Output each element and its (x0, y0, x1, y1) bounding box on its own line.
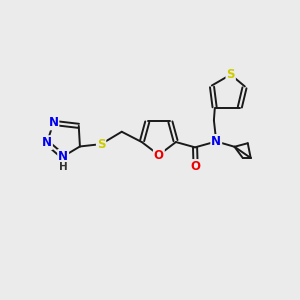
Text: N: N (42, 136, 52, 149)
Text: H: H (59, 162, 68, 172)
Text: N: N (211, 135, 221, 148)
Text: N: N (48, 116, 59, 129)
Text: O: O (154, 148, 164, 161)
Text: S: S (97, 138, 105, 151)
Text: S: S (226, 68, 235, 81)
Text: O: O (190, 160, 201, 173)
Text: N: N (58, 150, 68, 163)
